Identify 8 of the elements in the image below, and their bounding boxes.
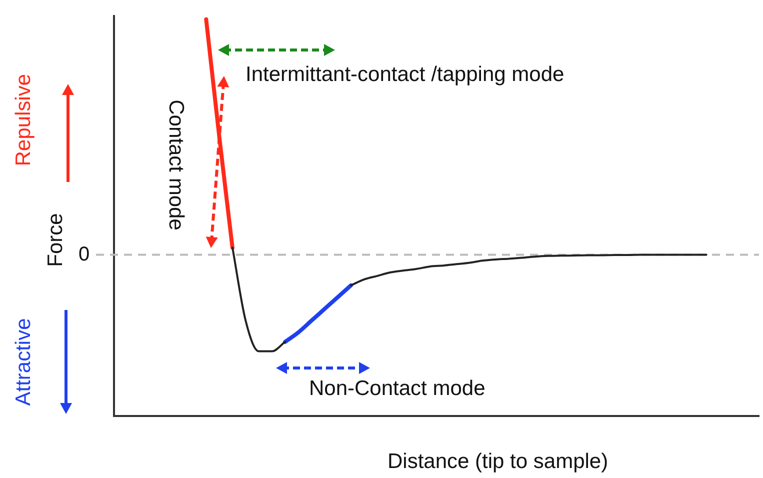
ref-line-label: 0 xyxy=(78,243,90,266)
x-axis-title: Distance (tip to sample) xyxy=(388,450,608,474)
text: Repulsive xyxy=(12,74,36,166)
text: Non-Contact mode xyxy=(309,377,486,401)
text: Attractive xyxy=(12,318,36,406)
annotation: Contact mode xyxy=(162,100,187,230)
y-axis-title: Force xyxy=(44,213,68,267)
annotation: Intermittant-contact /tapping mode xyxy=(246,63,564,87)
